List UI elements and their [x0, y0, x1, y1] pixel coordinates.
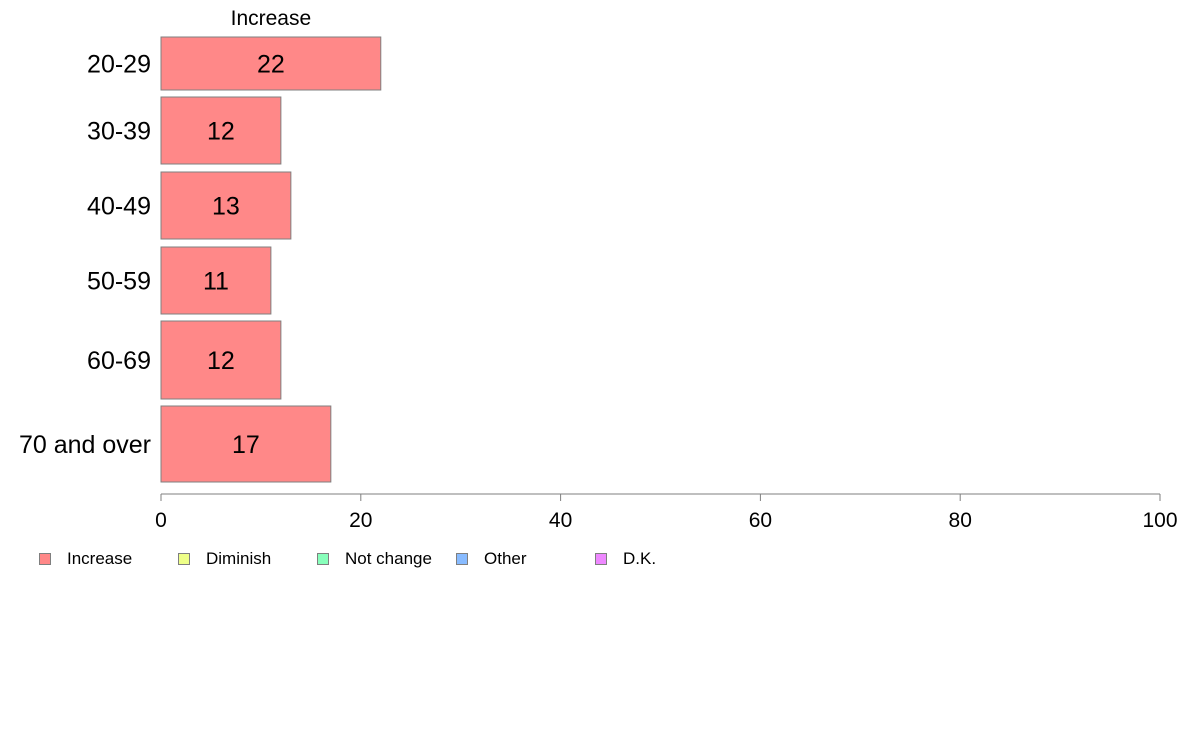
- segment-label: Increase: [231, 7, 312, 30]
- category-label: 50-59: [87, 268, 151, 296]
- data-label: 17: [232, 431, 260, 459]
- legend-label: Other: [484, 549, 527, 568]
- data-label: 12: [207, 118, 235, 146]
- category-label: 60-69: [87, 347, 151, 375]
- legend: Increase Diminish Not change Other D.K.: [0, 548, 1188, 572]
- category-label: 20-29: [87, 51, 151, 79]
- legend-label: D.K.: [623, 549, 657, 568]
- bar-30-39: [160, 96, 282, 165]
- legend-label: Diminish: [206, 549, 272, 568]
- legend-swatch: [39, 553, 51, 565]
- legend-item-increase: Increase: [39, 548, 132, 570]
- bar-60-69: [160, 320, 282, 400]
- category-label: 70 and over: [19, 431, 151, 459]
- data-label: 13: [212, 193, 240, 221]
- x-tick-label: 20: [349, 509, 372, 532]
- bar-50-59: [160, 246, 272, 315]
- legend-swatch: [595, 553, 607, 565]
- data-label: 22: [257, 51, 285, 79]
- legend-label: Increase: [67, 549, 133, 568]
- legend-swatch: [178, 553, 190, 565]
- legend-swatch: [317, 553, 329, 565]
- bar-40-49: [160, 171, 292, 240]
- legend-item-not-change: Not change: [317, 548, 432, 570]
- legend-item-diminish: Diminish: [178, 548, 271, 570]
- x-tick-label: 80: [949, 509, 972, 532]
- bar-70-and-over: [160, 405, 332, 483]
- bar-20-29: [160, 36, 382, 91]
- data-label: 11: [203, 268, 229, 296]
- category-label: 40-49: [87, 193, 151, 221]
- legend-swatch: [456, 553, 468, 565]
- x-tick-label: 60: [749, 509, 772, 532]
- x-tick-label: 100: [1142, 509, 1177, 532]
- legend-item-other: Other: [456, 548, 527, 570]
- legend-item-d-k: D.K.: [595, 548, 656, 570]
- x-tick-label: 40: [549, 509, 572, 532]
- data-label: 12: [207, 347, 235, 375]
- x-tick-label: 0: [155, 509, 167, 532]
- category-label: 30-39: [87, 118, 151, 146]
- legend-label: Not change: [345, 549, 432, 568]
